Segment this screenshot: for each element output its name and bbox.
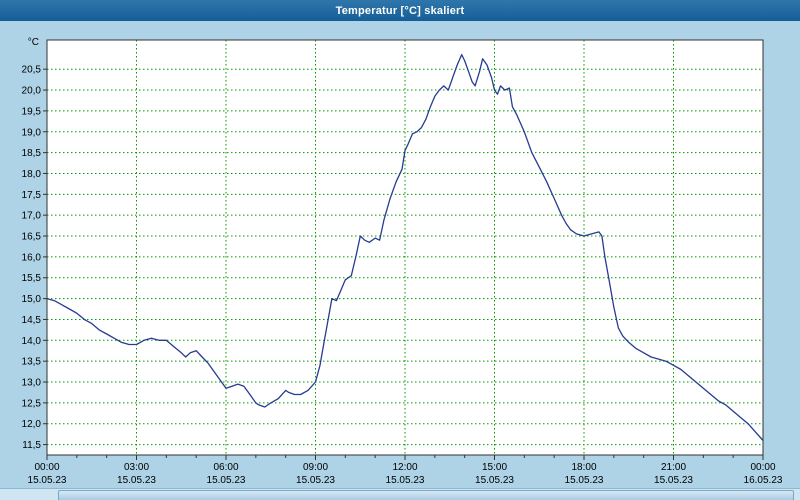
window-title: Temperatur [°C] skaliert (335, 4, 465, 17)
x-axis-date-label: 15.05.23 (296, 475, 335, 486)
x-axis-time-label: 00:00 (34, 462, 59, 473)
x-axis-time-label: 15:00 (482, 462, 507, 473)
y-axis-label: 11,5 (22, 440, 41, 451)
x-axis-time-label: 21:00 (661, 462, 686, 473)
x-axis-time-label: 09:00 (303, 462, 328, 473)
x-axis-date-label: 15.05.23 (207, 475, 246, 486)
y-axis-label: 17,0 (22, 211, 42, 222)
y-axis-label: 14,0 (22, 336, 42, 347)
y-axis-label: 12,5 (22, 398, 42, 409)
y-axis-label: 20,0 (22, 86, 42, 97)
y-axis-label: 13,0 (22, 378, 42, 389)
x-axis-time-label: 18:00 (571, 462, 596, 473)
scrollbar-thumb[interactable] (58, 490, 794, 500)
x-axis-date-label: 15.05.23 (386, 475, 425, 486)
temperature-series-line (46, 53, 764, 442)
x-axis-time-label: 12:00 (392, 462, 417, 473)
y-axis-label: 16,0 (22, 252, 42, 263)
y-axis-label: 14,5 (22, 315, 42, 326)
x-axis-time-label: 00:00 (750, 462, 775, 473)
x-axis-date-label: 15.05.23 (475, 475, 514, 486)
x-axis-date-label: 15.05.23 (117, 475, 156, 486)
x-axis-time-label: 03:00 (124, 462, 149, 473)
y-axis-label: 18,5 (22, 148, 42, 159)
horizontal-scrollbar[interactable] (0, 488, 800, 500)
title-bar[interactable]: Temperatur [°C] skaliert (0, 0, 800, 21)
y-axis-label: 15,5 (22, 273, 42, 284)
x-axis-date-label: 15.05.23 (654, 475, 693, 486)
y-axis-label: 16,5 (22, 232, 42, 243)
y-axis-label: 13,5 (22, 357, 42, 368)
x-axis-date-label: 16.05.23 (744, 475, 783, 486)
y-axis-label: 18,0 (22, 169, 42, 180)
y-axis-label: 15,0 (22, 294, 42, 305)
x-axis-date-label: 15.05.23 (565, 475, 604, 486)
y-axis-label: 19,0 (22, 127, 42, 138)
y-axis-unit-label: °C (28, 37, 39, 48)
x-axis-date-label: 15.05.23 (28, 475, 67, 486)
x-axis-time-label: 06:00 (213, 462, 238, 473)
y-axis-label: 17,5 (22, 190, 42, 201)
y-axis-label: 19,5 (22, 106, 42, 117)
y-axis-label: 20,5 (22, 65, 42, 76)
y-axis-label: 12,0 (22, 419, 42, 430)
